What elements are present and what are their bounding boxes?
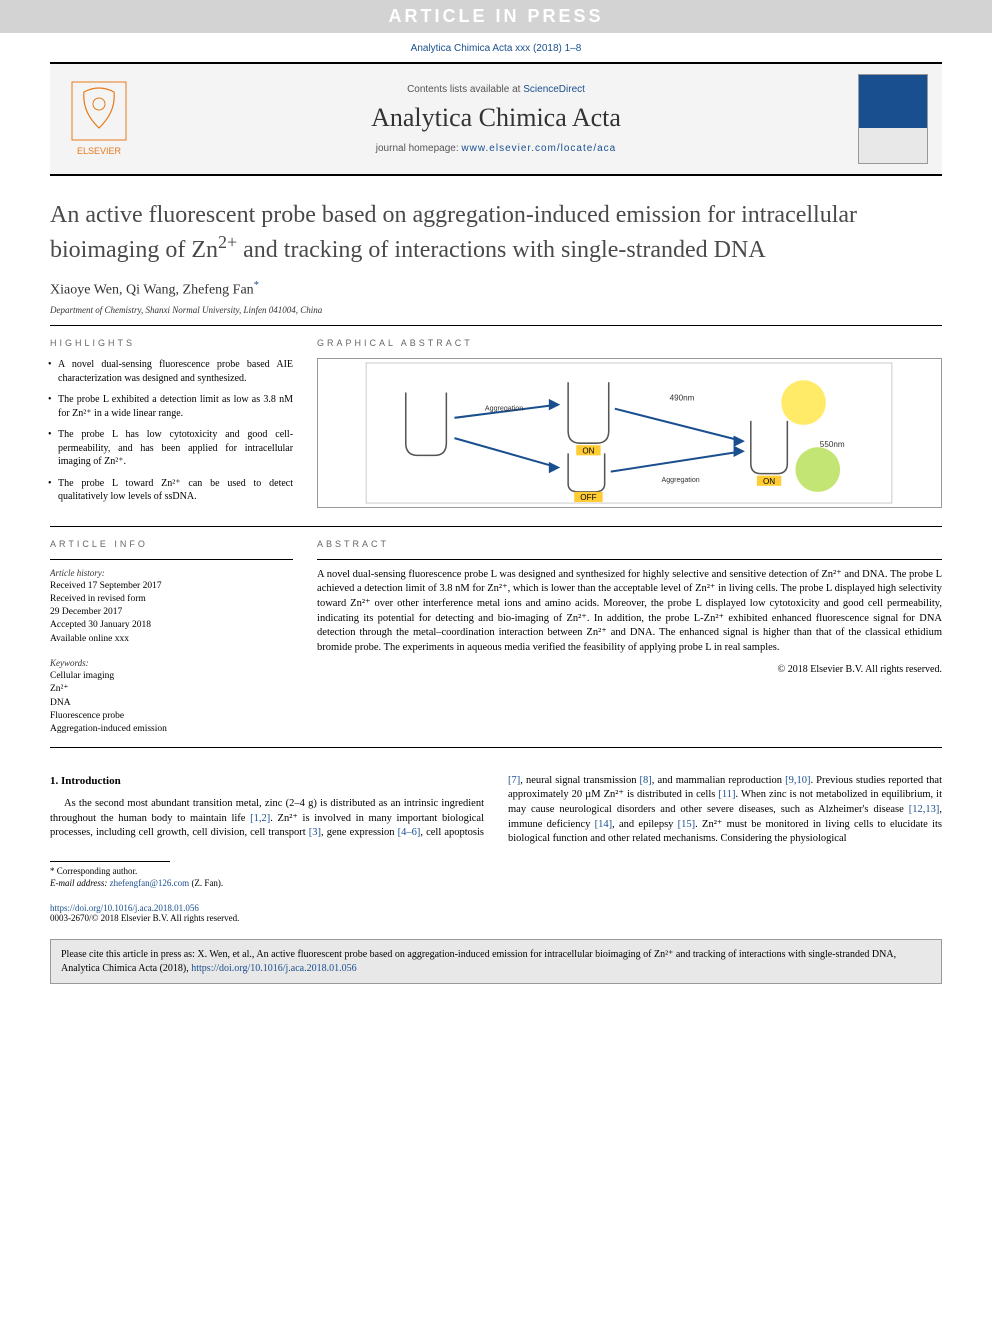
svg-text:OFF: OFF xyxy=(581,493,597,502)
citation-link[interactable]: [14] xyxy=(595,819,613,830)
keywords-list: Cellular imaging Zn²⁺ DNA Fluorescence p… xyxy=(50,670,293,736)
citation-link[interactable]: [15] xyxy=(678,819,696,830)
contents-list-line: Contents lists available at ScienceDirec… xyxy=(148,84,844,95)
article-title: An active fluorescent probe based on agg… xyxy=(50,200,942,266)
citation-link[interactable]: [9,10] xyxy=(785,775,810,786)
citation-doi-link[interactable]: https://doi.org/10.1016/j.aca.2018.01.05… xyxy=(191,963,356,974)
doi-link[interactable]: https://doi.org/10.1016/j.aca.2018.01.05… xyxy=(50,903,199,913)
highlight-item: The probe L toward Zn²⁺ can be used to d… xyxy=(50,477,293,504)
citation-link[interactable]: [12,13] xyxy=(909,804,940,815)
svg-text:550nm: 550nm xyxy=(820,440,845,449)
svg-text:ON: ON xyxy=(583,446,595,455)
journal-cover-thumbnail xyxy=(858,74,928,164)
article-in-press-banner: ARTICLE IN PRESS xyxy=(0,0,992,33)
abstract-text: A novel dual-sensing fluorescence probe … xyxy=(317,568,942,656)
citation-link[interactable]: [8] xyxy=(640,775,652,786)
svg-text:Aggregation: Aggregation xyxy=(485,405,523,413)
sciencedirect-link[interactable]: ScienceDirect xyxy=(523,84,585,95)
citation-box: Please cite this article in press as: X.… xyxy=(50,939,942,984)
email-link[interactable]: zhefengfan@126.com xyxy=(110,878,190,888)
citation-link[interactable]: [1,2] xyxy=(250,813,270,824)
journal-header: ELSEVIER Contents lists available at Sci… xyxy=(50,62,942,176)
footnote-rule xyxy=(50,861,170,862)
highlights-heading: HIGHLIGHTS xyxy=(50,338,293,348)
citation-link[interactable]: [3] xyxy=(309,827,321,838)
article-history: Received 17 September 2017 Received in r… xyxy=(50,580,293,646)
article-info-heading: ARTICLE INFO xyxy=(50,539,293,549)
highlights-list: A novel dual-sensing fluorescence probe … xyxy=(50,358,293,504)
journal-homepage-link[interactable]: www.elsevier.com/locate/aca xyxy=(461,143,616,154)
keywords-label: Keywords: xyxy=(50,658,293,668)
citation-link[interactable]: [7] xyxy=(508,775,520,786)
graphical-abstract-heading: GRAPHICAL ABSTRACT xyxy=(317,338,942,348)
doi-block: https://doi.org/10.1016/j.aca.2018.01.05… xyxy=(50,903,942,923)
journal-name: Analytica Chimica Acta xyxy=(148,103,844,133)
elsevier-label: ELSEVIER xyxy=(77,146,122,156)
elsevier-logo: ELSEVIER xyxy=(64,78,134,161)
abstract-heading: ABSTRACT xyxy=(317,539,942,549)
journal-reference: Analytica Chimica Acta xxx (2018) 1–8 xyxy=(0,33,992,62)
citation-link[interactable]: [4–6] xyxy=(398,827,421,838)
highlight-item: The probe L has low cytotoxicity and goo… xyxy=(50,428,293,469)
section-heading-introduction: 1. Introduction xyxy=(50,774,484,789)
affiliation: Department of Chemistry, Shanxi Normal U… xyxy=(50,305,942,315)
article-history-label: Article history: xyxy=(50,568,293,578)
corresponding-star-icon: * xyxy=(254,280,259,291)
journal-homepage-line: journal homepage: www.elsevier.com/locat… xyxy=(148,143,844,154)
authors-list: Xiaoye Wen, Qi Wang, Zhefeng Fan* xyxy=(50,280,942,299)
highlight-item: The probe L exhibited a detection limit … xyxy=(50,393,293,420)
copyright-line: © 2018 Elsevier B.V. All rights reserved… xyxy=(317,664,942,675)
svg-text:ON: ON xyxy=(763,477,775,486)
svg-text:490nm: 490nm xyxy=(670,394,695,403)
corresponding-author-footnote: * Corresponding author. E-mail address: … xyxy=(50,866,942,889)
highlight-item: A novel dual-sensing fluorescence probe … xyxy=(50,358,293,385)
citation-link[interactable]: [11] xyxy=(718,789,735,800)
body-text: 1. Introduction As the second most abund… xyxy=(50,774,942,847)
graphical-abstract-figure: ON OFF ON 490nm 550nm Aggregation Aggreg… xyxy=(317,358,942,508)
svg-text:Aggregation: Aggregation xyxy=(662,476,700,484)
